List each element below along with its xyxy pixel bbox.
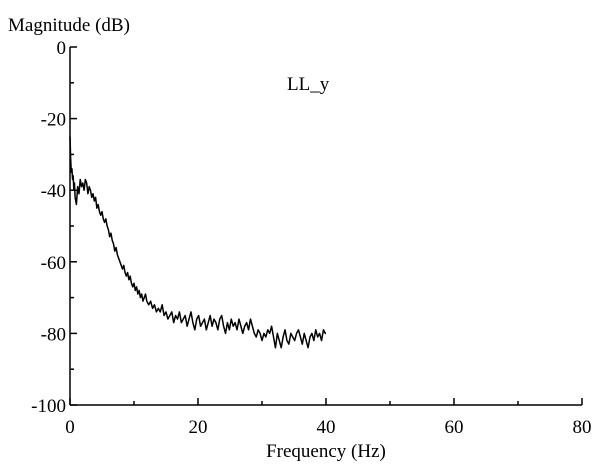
x-axis-ticks: 0 20 40 60 80 (65, 398, 592, 438)
y-tick-label: 0 (57, 38, 67, 59)
y-axis-ticks: 0 -20 -40 -60 -80 -100 (31, 38, 77, 417)
x-tick-label: 80 (573, 417, 592, 438)
y-tick-label: -20 (41, 110, 66, 131)
x-tick-label: 60 (445, 417, 464, 438)
y-axis-label: Magnitude (dB) (8, 15, 130, 36)
y-tick-label: -100 (31, 396, 66, 417)
x-axis-label: Frequency (Hz) (266, 441, 386, 462)
y-tick-label: -40 (41, 181, 66, 202)
x-tick-label: 0 (65, 417, 75, 438)
y-tick-label: -60 (41, 253, 66, 274)
y-tick-label: -80 (41, 324, 66, 345)
series-line (69, 136, 327, 349)
x-tick-label: 40 (317, 417, 336, 438)
x-tick-label: 20 (189, 417, 208, 438)
series-annotation: LL_y (287, 74, 330, 95)
